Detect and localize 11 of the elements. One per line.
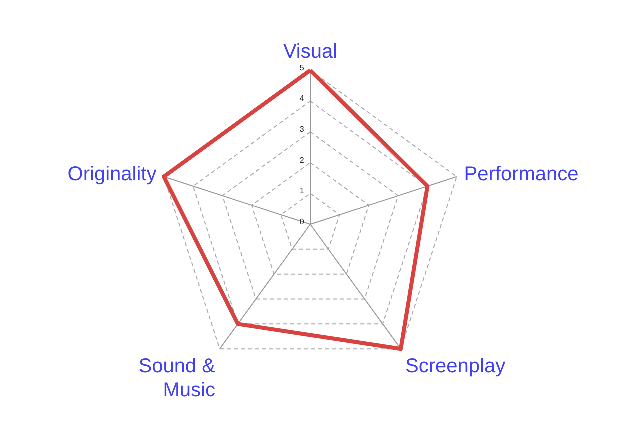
spoke-label: Originality <box>68 164 157 186</box>
y-tick-label: 3 <box>300 125 305 134</box>
spoke-label: Performance <box>464 164 579 186</box>
y-tick-label: 5 <box>300 63 305 72</box>
spoke-label: Visual <box>283 40 338 63</box>
y-tick-label: 4 <box>300 94 305 104</box>
y-tick-label: 2 <box>300 156 305 165</box>
y-tick-label: 0 <box>300 217 305 226</box>
y-tick-label: 1 <box>300 186 305 196</box>
spoke-label: Screenplay <box>406 355 506 378</box>
spoke-label: Sound & Music <box>138 355 216 402</box>
